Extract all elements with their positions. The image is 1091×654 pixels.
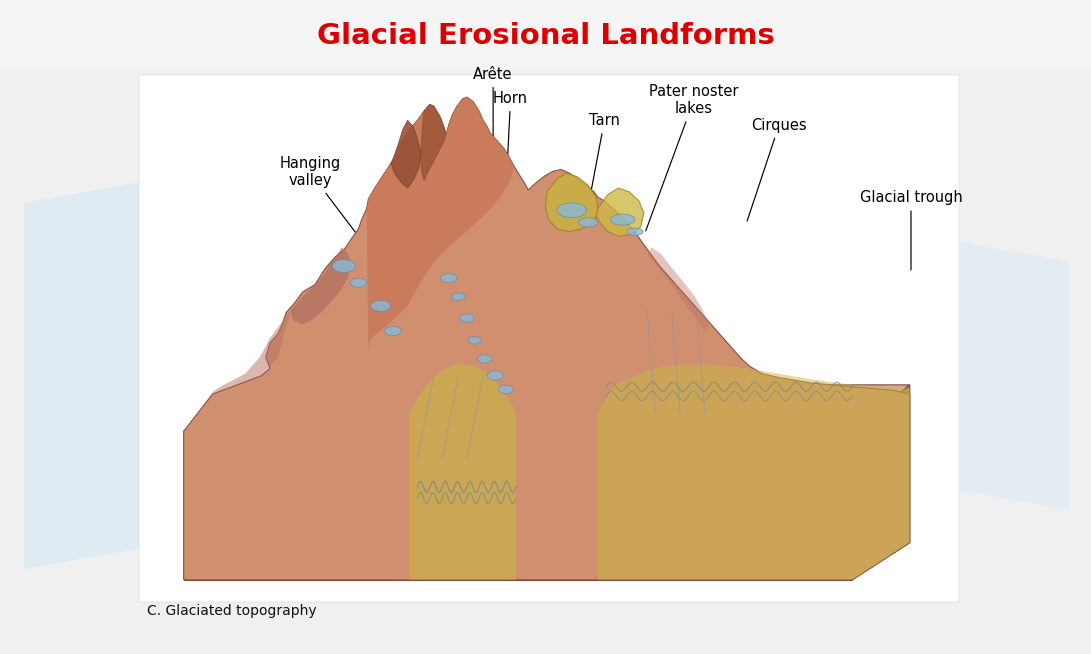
Ellipse shape xyxy=(441,273,457,283)
Ellipse shape xyxy=(459,314,475,322)
Text: Hanging
valley: Hanging valley xyxy=(279,156,367,248)
Polygon shape xyxy=(409,364,516,580)
Polygon shape xyxy=(598,364,910,580)
FancyBboxPatch shape xyxy=(0,0,1091,69)
Ellipse shape xyxy=(499,385,514,394)
Polygon shape xyxy=(392,120,421,188)
Polygon shape xyxy=(183,97,910,580)
Polygon shape xyxy=(421,105,446,181)
Polygon shape xyxy=(183,385,910,431)
Ellipse shape xyxy=(371,300,391,311)
Ellipse shape xyxy=(478,354,492,363)
FancyBboxPatch shape xyxy=(139,75,959,602)
Text: Arête: Arête xyxy=(473,67,513,175)
Text: Cirques: Cirques xyxy=(747,118,806,221)
Ellipse shape xyxy=(558,203,587,218)
Polygon shape xyxy=(597,188,644,236)
Text: Horn: Horn xyxy=(493,91,528,182)
Ellipse shape xyxy=(610,214,635,225)
Polygon shape xyxy=(852,385,910,580)
Ellipse shape xyxy=(332,260,356,273)
Polygon shape xyxy=(24,177,171,569)
Polygon shape xyxy=(213,311,290,394)
Text: Glacial Erosional Landforms: Glacial Erosional Landforms xyxy=(316,22,775,50)
Ellipse shape xyxy=(452,293,465,300)
Ellipse shape xyxy=(350,278,367,287)
Polygon shape xyxy=(183,431,852,580)
Polygon shape xyxy=(960,242,1069,510)
Ellipse shape xyxy=(488,371,504,380)
Polygon shape xyxy=(367,97,514,348)
Ellipse shape xyxy=(385,326,401,336)
Ellipse shape xyxy=(578,218,598,227)
Ellipse shape xyxy=(468,337,481,344)
Polygon shape xyxy=(647,247,709,331)
Text: C. Glaciated topography: C. Glaciated topography xyxy=(147,604,316,619)
Text: Glacial trough: Glacial trough xyxy=(860,190,962,270)
Polygon shape xyxy=(546,173,598,232)
Text: Pater noster
lakes: Pater noster lakes xyxy=(646,84,739,231)
Polygon shape xyxy=(290,247,352,324)
Ellipse shape xyxy=(626,228,643,235)
Text: Tarn: Tarn xyxy=(584,113,620,228)
